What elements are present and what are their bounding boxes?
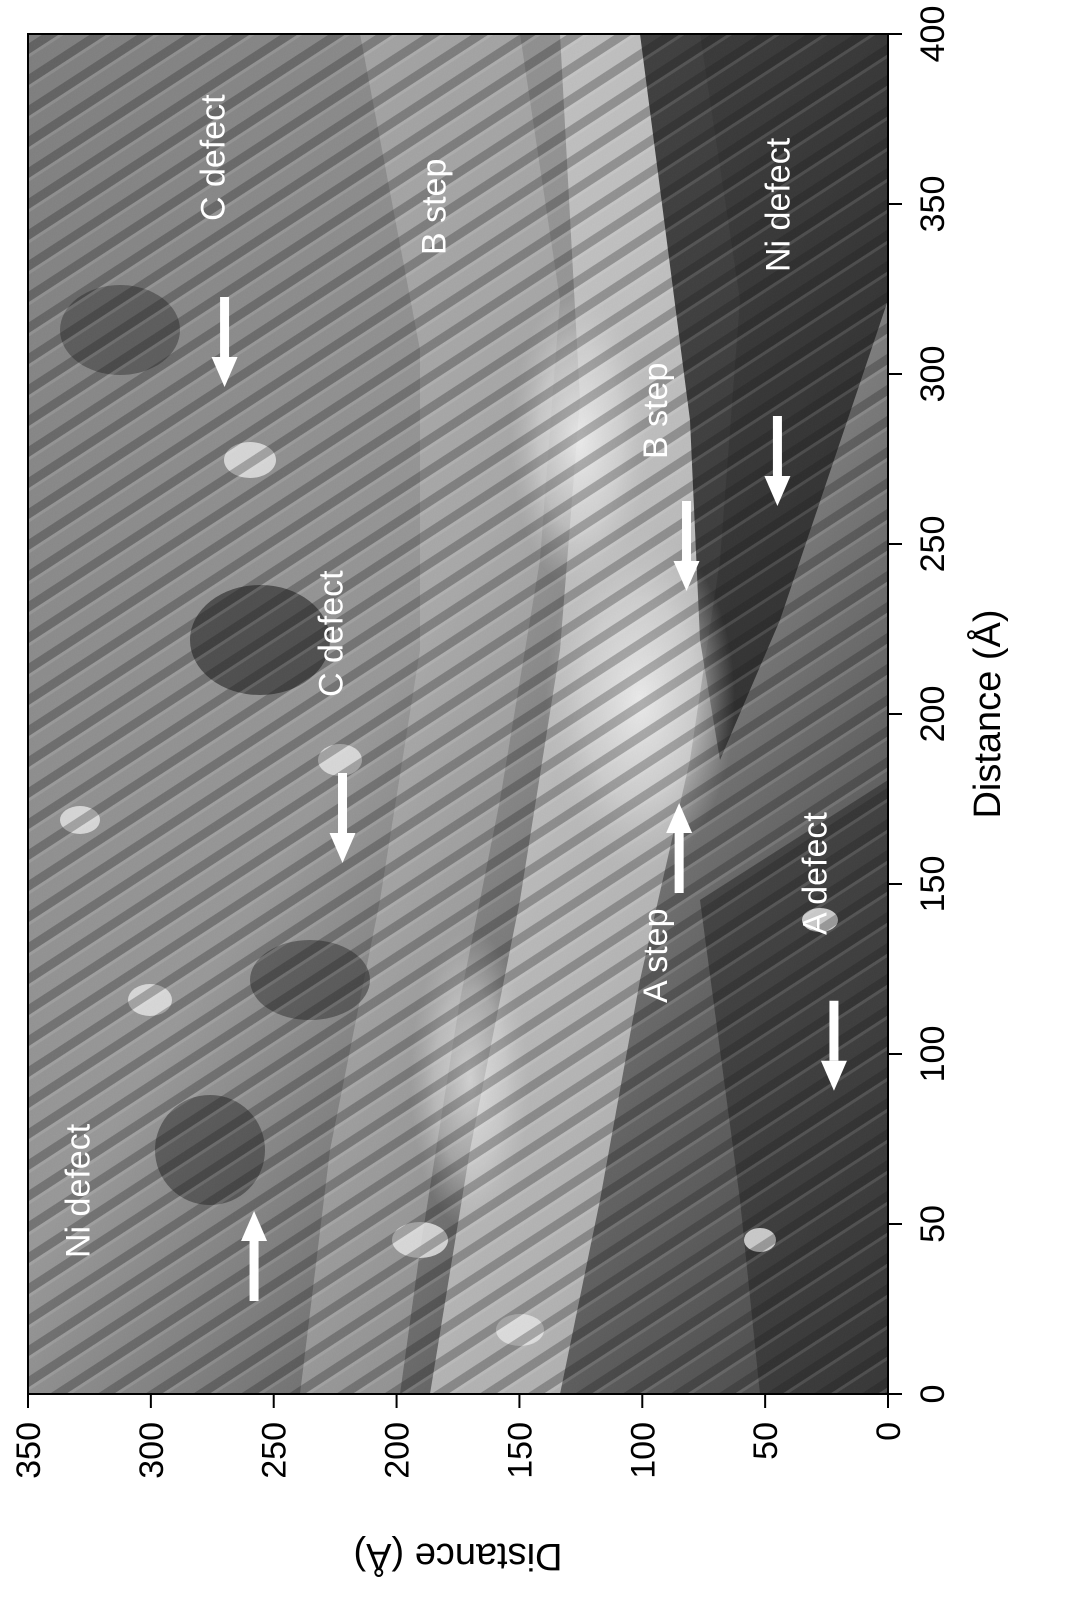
annotation-arrow-head [329, 833, 356, 863]
annotations: Ni defect C defect C defect B step B step A s… [59, 94, 847, 1301]
y-axis: 0 50 100 150 200 250 300 350 Distance (Å) [10, 1394, 908, 1579]
x-tick-label: 250 [914, 516, 952, 573]
annotation-label: B step [416, 159, 454, 255]
stm-image [28, 34, 888, 1394]
annotation-arrow-head [666, 803, 693, 833]
x-tick-label: 300 [914, 346, 952, 403]
x-tick-label: 150 [914, 856, 952, 913]
y-tick-label: 350 [10, 1422, 48, 1479]
y-tick-label: 200 [379, 1422, 417, 1479]
y-tick-label: 50 [747, 1422, 785, 1460]
x-tick-label: 100 [914, 1026, 952, 1083]
annotation-c-defect-mid: C defect [313, 570, 356, 863]
annotation-b-step-top: B step [416, 159, 454, 255]
y-tick-label: 300 [133, 1422, 171, 1479]
x-tick-label: 50 [914, 1205, 952, 1243]
annotation-label: C defect [195, 94, 233, 221]
annotation-b-step-mid: B step [637, 363, 700, 591]
annotation-a-step: A step [637, 803, 693, 1003]
x-axis: 0 50 100 150 200 250 300 350 400 Distance (Å) [888, 6, 1009, 1404]
annotation-a-defect: A defect [797, 812, 847, 1091]
annotation-arrow-head [764, 476, 791, 506]
annotation-ni-defect-bottom: Ni defect [760, 137, 798, 506]
annotation-arrow-head [241, 1211, 268, 1241]
y-tick-label: 0 [870, 1422, 908, 1441]
x-tick-label: 0 [914, 1385, 952, 1404]
y-tick-label: 250 [256, 1422, 294, 1479]
annotation-label: C defect [313, 570, 351, 697]
x-tick-label: 200 [914, 686, 952, 743]
annotation-arrow-head [673, 561, 700, 591]
annotation-arrow-head [211, 357, 238, 387]
y-tick-label: 100 [624, 1422, 662, 1479]
annotation-arrow-head [820, 1060, 847, 1091]
annotation-label: Ni defect [59, 1123, 97, 1258]
y-axis-title: Distance (Å) [353, 1535, 562, 1579]
annotation-c-defect-top: C defect [195, 94, 238, 387]
annotation-label: Ni defect [760, 137, 798, 272]
annotation-label: B step [637, 363, 675, 459]
y-tick-label: 150 [501, 1422, 539, 1479]
annotation-ni-defect-top: Ni defect [59, 1123, 268, 1301]
annotation-label: A step [637, 908, 675, 1003]
x-tick-label: 400 [914, 6, 952, 63]
annotation-label: A defect [797, 812, 835, 935]
x-tick-label: 350 [914, 176, 952, 233]
x-axis-title: Distance (Å) [965, 609, 1009, 818]
